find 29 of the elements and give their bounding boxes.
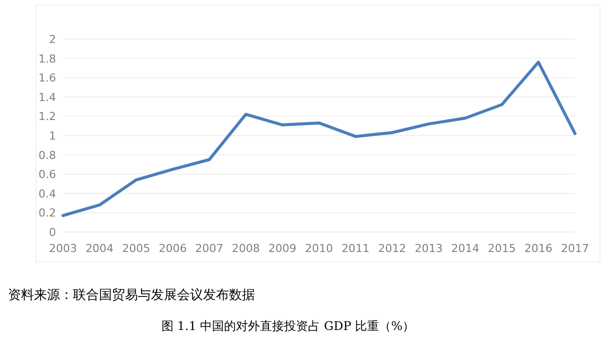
x-tick-label: 2006 (158, 242, 187, 255)
x-tick-label: 2010 (305, 242, 333, 255)
x-tick-label: 2009 (268, 242, 296, 255)
text: 图 1.1 中国的对外直接投资占 GDP 比重（%） (161, 319, 415, 333)
x-tick-label: 2016 (524, 242, 552, 255)
x-tick-label: 2011 (342, 242, 370, 255)
y-tick-label: 0.8 (38, 148, 56, 162)
x-tick-label: 2003 (49, 242, 77, 255)
line-series (62, 60, 576, 218)
y-tick-label: 0.4 (38, 187, 56, 200)
x-tick-label: 2008 (232, 242, 260, 255)
y-tick-label: 1 (49, 130, 56, 142)
y-tick-label: 0 (49, 226, 56, 239)
x-tick-label: 2007 (195, 242, 224, 255)
x-tick-label: 2004 (86, 242, 114, 255)
x-tick-label: 2013 (414, 242, 443, 255)
y-tick-label: 1.8 (38, 52, 56, 66)
y-tick-label: 0.2 (38, 206, 56, 220)
y-tick-label: 2 (49, 33, 56, 46)
x-tick-label: 2017 (561, 242, 589, 255)
x-tick-label: 2015 (488, 242, 516, 255)
text: 资料来源：联合国贸易与发展会议发布数据 (8, 288, 255, 303)
x-tick-label: 2005 (122, 242, 150, 255)
x-tick-label: 2012 (378, 242, 406, 255)
y-tick-label: 1.2 (38, 110, 56, 124)
y-tick-label: 0.6 (38, 168, 56, 182)
x-tick-label: 2014 (451, 242, 480, 255)
y-tick-label: 1.4 (38, 90, 56, 104)
y-tick-label: 1.6 (38, 72, 56, 85)
